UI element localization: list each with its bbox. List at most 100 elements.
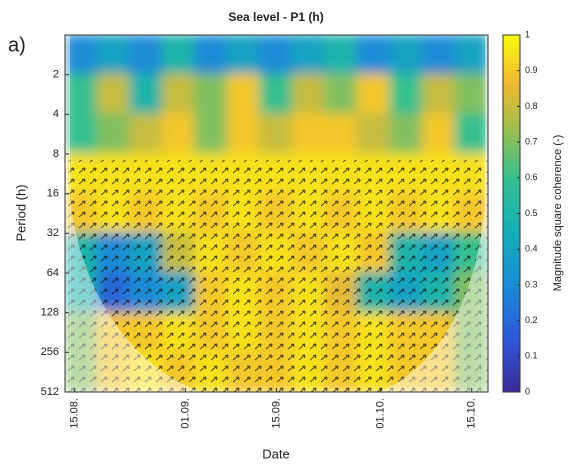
colorbar-step — [503, 117, 520, 121]
colorbar-step — [503, 181, 520, 185]
colorbar-step — [503, 296, 520, 300]
colorbar-step — [503, 146, 520, 150]
colorbar-step — [503, 342, 520, 346]
colorbar-step — [503, 271, 520, 275]
heatmap-cell — [292, 113, 327, 155]
heatmap-cell — [292, 74, 327, 116]
colorbar-step — [503, 331, 520, 335]
colorbar-step — [503, 71, 520, 75]
colorbar-step — [503, 153, 520, 157]
heatmap-cell — [422, 74, 457, 116]
colorbar-step — [503, 378, 520, 382]
heatmap-cell — [389, 34, 424, 76]
heatmap-cell — [324, 113, 359, 155]
colorbar-step — [503, 260, 520, 264]
heatmap-cell — [259, 113, 294, 155]
colorbar-tick-label: 0.8 — [525, 101, 538, 111]
colorbar-step — [503, 96, 520, 100]
heatmap-cell — [357, 34, 392, 76]
chart-title: Sea level - P1 (h) — [228, 10, 323, 24]
colorbar-step — [503, 164, 520, 168]
colorbar-tick-label: 0.7 — [525, 136, 538, 146]
colorbar-tick-label: 0.9 — [525, 65, 538, 75]
colorbar-step — [503, 328, 520, 332]
colorbar-step — [503, 42, 520, 46]
colorbar-tick-label: 0.3 — [525, 279, 538, 289]
colorbar-step — [503, 189, 520, 193]
colorbar-label: Magnitude square coherence (-) — [552, 135, 564, 292]
colorbar-step — [503, 124, 520, 128]
heatmap-cell — [194, 74, 229, 116]
colorbar-tick-label: 1 — [525, 29, 530, 39]
colorbar-step — [503, 110, 520, 114]
colorbar-step — [503, 381, 520, 385]
y-tick-label: 128 — [41, 307, 59, 319]
colorbar-step — [503, 92, 520, 96]
colorbar-step — [503, 39, 520, 43]
colorbar-step — [503, 206, 520, 210]
y-tick-label: 4 — [53, 108, 59, 120]
heatmap-cell — [129, 113, 164, 155]
colorbar-step — [503, 363, 520, 367]
colorbar-step — [503, 238, 520, 242]
colorbar-step — [503, 192, 520, 196]
heatmap-cell — [422, 34, 457, 76]
y-tick-label: 8 — [53, 148, 59, 160]
heatmap-cell — [227, 34, 262, 76]
colorbar-tick-label: 0.6 — [525, 172, 538, 182]
colorbar-step — [503, 274, 520, 278]
colorbar-step — [503, 310, 520, 314]
y-tick-label: 256 — [41, 346, 59, 358]
colorbar-step — [503, 235, 520, 239]
colorbar-step — [503, 185, 520, 189]
colorbar-step — [503, 99, 520, 103]
heatmap-cell — [129, 34, 164, 76]
heatmap-cell — [162, 113, 197, 155]
colorbar-step — [503, 121, 520, 125]
colorbar-step — [503, 131, 520, 135]
colorbar-tick-label: 0.1 — [525, 351, 538, 361]
heatmap-cell — [97, 74, 132, 116]
colorbar-step — [503, 321, 520, 325]
colorbar-step — [503, 346, 520, 350]
colorbar-step — [503, 292, 520, 296]
heatmap-cell — [324, 34, 359, 76]
heatmap-cell — [259, 74, 294, 116]
heatmap-cell — [454, 113, 489, 155]
y-tick-label: 32 — [47, 227, 59, 239]
heatmap-cell — [162, 34, 197, 76]
colorbar-step — [503, 278, 520, 282]
colorbar-step — [503, 156, 520, 160]
y-tick-label: 16 — [47, 188, 59, 200]
heatmap-cell — [97, 34, 132, 76]
colorbar-step — [503, 81, 520, 85]
x-tick-label: 15.10. — [466, 398, 478, 429]
colorbar-tick-label: 0 — [525, 386, 530, 396]
colorbar-step — [503, 313, 520, 317]
colorbar-step — [503, 385, 520, 389]
colorbar-step — [503, 114, 520, 118]
colorbar-tick-label: 0.2 — [525, 315, 538, 325]
heatmap-cell — [227, 74, 262, 116]
heatmap-cell — [97, 113, 132, 155]
colorbar-step — [503, 199, 520, 203]
y-tick-label: 64 — [47, 267, 59, 279]
colorbar-step — [503, 253, 520, 257]
colorbar-step — [503, 263, 520, 267]
colorbar-step — [503, 267, 520, 271]
colorbar-tick-label: 0.4 — [525, 244, 538, 254]
colorbar-step — [503, 306, 520, 310]
colorbar-step — [503, 288, 520, 292]
colorbar-step — [503, 256, 520, 260]
colorbar-step — [503, 160, 520, 164]
colorbar-step — [503, 285, 520, 289]
colorbar-step — [503, 171, 520, 175]
x-axis-label: Date — [262, 446, 289, 461]
heatmap-cell — [389, 113, 424, 155]
heatmap-cell — [324, 74, 359, 116]
heatmap-cell — [357, 113, 392, 155]
y-axis-label: Period (h) — [13, 184, 28, 241]
colorbar-step — [503, 85, 520, 89]
colorbar-step — [503, 78, 520, 82]
colorbar-step — [503, 196, 520, 200]
